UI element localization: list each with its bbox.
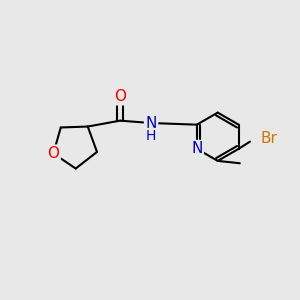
Text: H: H: [146, 129, 156, 143]
Text: N: N: [191, 141, 202, 156]
Text: N: N: [146, 116, 157, 130]
Text: Br: Br: [260, 131, 277, 146]
Text: O: O: [47, 146, 59, 161]
Text: O: O: [114, 89, 126, 104]
